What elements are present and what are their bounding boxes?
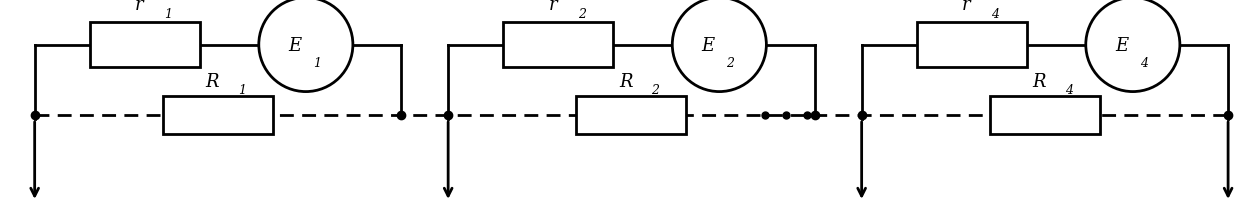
- Text: r: r: [135, 0, 144, 14]
- Bar: [503, 23, 613, 68]
- Ellipse shape: [259, 0, 353, 92]
- Bar: [990, 97, 1099, 134]
- Text: R: R: [1032, 73, 1046, 91]
- Text: 4: 4: [992, 8, 999, 21]
- Text: E: E: [1115, 36, 1128, 54]
- Text: 1: 1: [313, 57, 321, 70]
- Text: r: r: [962, 0, 971, 14]
- Bar: [163, 97, 272, 134]
- Text: 1: 1: [238, 84, 245, 97]
- Text: R: R: [206, 73, 219, 91]
- Bar: [89, 23, 199, 68]
- Ellipse shape: [672, 0, 766, 92]
- Text: 4: 4: [1140, 57, 1148, 70]
- Text: R: R: [619, 73, 633, 91]
- Text: E: E: [288, 36, 301, 54]
- Ellipse shape: [1086, 0, 1180, 92]
- Bar: [577, 97, 686, 134]
- Text: 2: 2: [727, 57, 734, 70]
- Text: r: r: [548, 0, 557, 14]
- Text: 1: 1: [165, 8, 172, 21]
- Text: E: E: [702, 36, 714, 54]
- Text: 2: 2: [651, 84, 659, 97]
- Bar: [916, 23, 1026, 68]
- Text: 2: 2: [578, 8, 586, 21]
- Text: 4: 4: [1065, 84, 1072, 97]
